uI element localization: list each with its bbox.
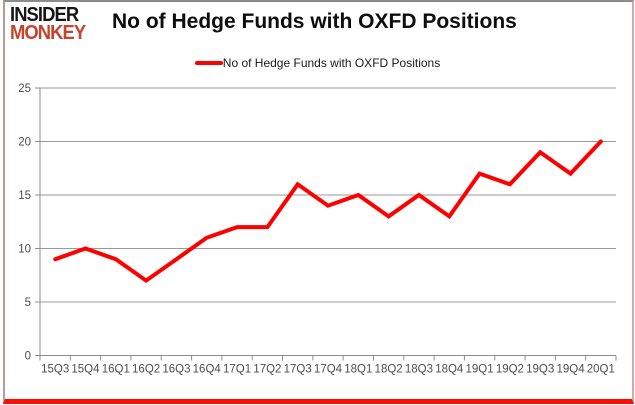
x-axis-label: 16Q1 xyxy=(102,364,130,376)
x-axis-label: 17Q3 xyxy=(284,364,312,376)
y-axis-label: 25 xyxy=(18,83,31,95)
insider-monkey-logo: INSIDER MONKEY xyxy=(10,4,102,44)
x-axis-label: 19Q1 xyxy=(466,364,494,376)
x-axis-label: 18Q1 xyxy=(344,364,372,376)
y-axis-label: 20 xyxy=(18,137,31,149)
x-axis-label: 19Q2 xyxy=(496,364,524,376)
x-axis-label: 20Q1 xyxy=(587,364,615,376)
x-axis-label: 18Q2 xyxy=(375,364,403,376)
logo-line1: INSIDER xyxy=(10,4,79,26)
series-line xyxy=(53,139,603,284)
x-axis-label: 16Q3 xyxy=(162,364,190,376)
x-axis-label: 16Q4 xyxy=(193,364,222,376)
chart-frame xyxy=(3,0,634,404)
logo-line2: MONKEY xyxy=(10,21,86,44)
y-axis-label: 10 xyxy=(18,244,31,256)
x-axis-label: 18Q4 xyxy=(435,364,464,376)
x-axis-label: 16Q2 xyxy=(132,364,160,376)
x-axis-label: 15Q3 xyxy=(41,364,69,376)
x-axis-label: 19Q4 xyxy=(556,364,585,376)
x-axis-label: 17Q4 xyxy=(314,364,343,376)
x-axis-label: 19Q3 xyxy=(526,364,554,376)
legend-label: No of Hedge Funds with OXFD Positions xyxy=(222,56,441,70)
legend-line-marker xyxy=(194,61,223,65)
x-axis-label: 17Q1 xyxy=(223,364,251,376)
x-axis-label: 15Q4 xyxy=(71,364,100,376)
x-axis-label: 18Q3 xyxy=(405,364,433,376)
chart-legend: No of Hedge Funds with OXFD Positions xyxy=(0,56,635,70)
y-axis-label: 0 xyxy=(25,351,31,363)
chart-title: No of Hedge Funds with OXFD Positions xyxy=(112,10,517,33)
y-axis-label: 15 xyxy=(18,190,31,202)
x-axis-label: 17Q2 xyxy=(253,364,281,376)
y-axis-label: 5 xyxy=(25,297,31,309)
